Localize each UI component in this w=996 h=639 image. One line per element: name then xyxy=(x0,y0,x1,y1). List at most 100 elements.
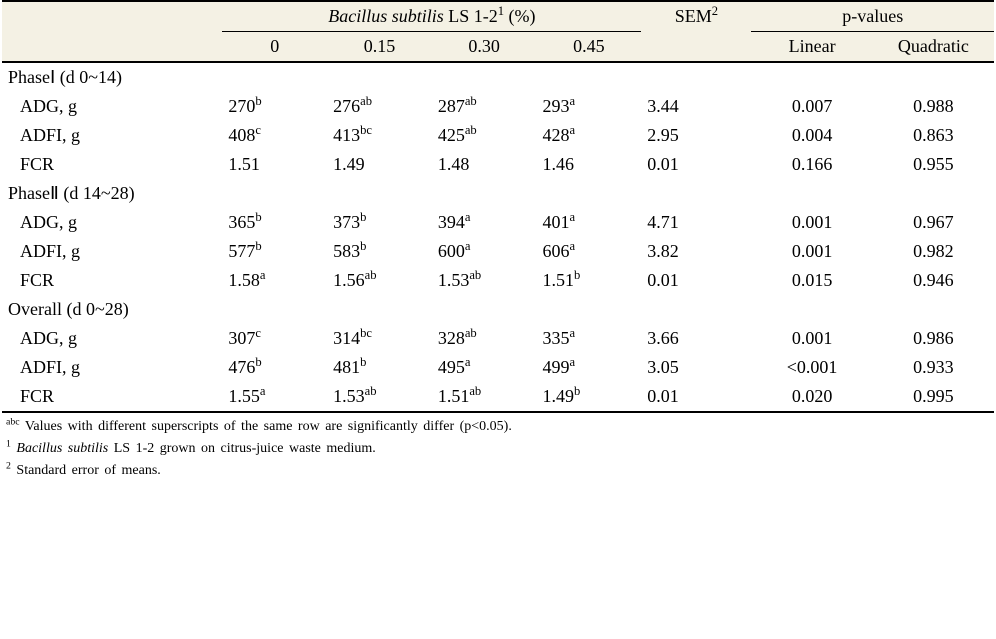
dose-015: 0.15 xyxy=(327,32,432,63)
row-stub: ADFI, g xyxy=(2,237,222,266)
cell-superscript: ab xyxy=(360,94,372,108)
cell-value: 401 xyxy=(543,212,570,232)
linear-cell: 0.001 xyxy=(751,237,872,266)
cell-superscript: a xyxy=(465,355,471,369)
row-stub: ADG, g xyxy=(2,92,222,121)
cell-value: 328 xyxy=(438,328,465,348)
row-stub: ADFI, g xyxy=(2,353,222,382)
value-cell: 577b xyxy=(222,237,327,266)
cell-superscript: b xyxy=(360,355,366,369)
p-group-label: p-values xyxy=(842,6,903,26)
cell-superscript: a xyxy=(570,355,576,369)
sem-cell: 3.66 xyxy=(641,324,751,353)
footnote-2: 2 Standard error of means. xyxy=(6,460,990,481)
footnote-abc-sup: abc xyxy=(6,416,20,427)
table-row: ADFI, g408c413bc425ab428a2.950.0040.863 xyxy=(2,121,994,150)
footnote-2-text: Standard error of means. xyxy=(11,463,161,478)
row-stub: FCR xyxy=(2,150,222,179)
linear-cell: 0.001 xyxy=(751,208,872,237)
value-cell: 606a xyxy=(537,237,642,266)
table-body: PhaseⅠ (d 0~14)ADG, g270b276ab287ab293a3… xyxy=(2,62,994,412)
table-row: ADFI, g577b583b600a606a3.820.0010.982 xyxy=(2,237,994,266)
cell-superscript: b xyxy=(255,210,261,224)
cell-superscript: bc xyxy=(360,123,372,137)
cell-value: 335 xyxy=(543,328,570,348)
cell-superscript: ab xyxy=(365,384,377,398)
cell-value: 476 xyxy=(228,357,255,377)
footnote-abc-text: Values with different superscripts of th… xyxy=(20,419,512,434)
sem-cell: 0.01 xyxy=(641,150,751,179)
value-cell: 425ab xyxy=(432,121,537,150)
header-stub-blank-2 xyxy=(2,32,222,63)
pcol-quadratic: Quadratic xyxy=(873,32,994,63)
value-cell: 1.51ab xyxy=(432,382,537,412)
cell-superscript: ab xyxy=(465,94,477,108)
value-cell: 1.51b xyxy=(537,266,642,295)
value-cell: 276ab xyxy=(327,92,432,121)
cell-superscript: b xyxy=(255,239,261,253)
row-stub: FCR xyxy=(2,382,222,412)
header-stub-blank xyxy=(2,1,222,32)
footnote-abc: abc Values with different superscripts o… xyxy=(6,416,990,437)
sem-cell: 4.71 xyxy=(641,208,751,237)
cell-superscript: b xyxy=(360,239,366,253)
cell-value: 276 xyxy=(333,96,360,116)
value-cell: 583b xyxy=(327,237,432,266)
value-cell: 293a xyxy=(537,92,642,121)
header-dose-group: Bacillus subtilis LS 1-21 (%) xyxy=(222,1,641,32)
value-cell: 365b xyxy=(222,208,327,237)
dose-group-rest: LS 1-2 xyxy=(444,6,498,26)
row-stub: FCR xyxy=(2,266,222,295)
value-cell: 307c xyxy=(222,324,327,353)
cell-value: 373 xyxy=(333,212,360,232)
cell-superscript: ab xyxy=(469,268,481,282)
cell-value: 307 xyxy=(228,328,255,348)
row-stub: ADFI, g xyxy=(2,121,222,150)
quadratic-cell: 0.986 xyxy=(873,324,994,353)
cell-superscript: a xyxy=(570,210,576,224)
table-row: FCR1.55a1.53ab1.51ab1.49b0.010.0200.995 xyxy=(2,382,994,412)
value-cell: 335a xyxy=(537,324,642,353)
cell-value: 1.53 xyxy=(438,270,470,290)
cell-value: 1.49 xyxy=(333,154,365,174)
sem-cell: 2.95 xyxy=(641,121,751,150)
sem-cell: 3.44 xyxy=(641,92,751,121)
value-cell: 476b xyxy=(222,353,327,382)
cell-value: 314 xyxy=(333,328,360,348)
cell-superscript: a xyxy=(260,384,266,398)
cell-superscript: ab xyxy=(465,123,477,137)
sem-cell: 0.01 xyxy=(641,382,751,412)
cell-value: 1.51 xyxy=(228,154,260,174)
footnote-1-rest: LS 1-2 grown on citrus-juice waste mediu… xyxy=(108,441,376,456)
table-row: FCR1.58a1.56ab1.53ab1.51b0.010.0150.946 xyxy=(2,266,994,295)
value-cell: 495a xyxy=(432,353,537,382)
value-cell: 394a xyxy=(432,208,537,237)
linear-cell: <0.001 xyxy=(751,353,872,382)
section-row: PhaseⅡ (d 14~28) xyxy=(2,179,994,208)
section-row: Overall (d 0~28) xyxy=(2,295,994,324)
value-cell: 270b xyxy=(222,92,327,121)
cell-superscript: a xyxy=(260,268,266,282)
cell-superscript: a xyxy=(465,239,471,253)
value-cell: 1.53ab xyxy=(327,382,432,412)
value-cell: 1.49 xyxy=(327,150,432,179)
cell-value: 394 xyxy=(438,212,465,232)
cell-superscript: a xyxy=(570,326,576,340)
cell-superscript: a xyxy=(465,210,471,224)
cell-value: 1.48 xyxy=(438,154,470,174)
section-label: PhaseⅠ (d 0~14) xyxy=(2,62,994,92)
table-row: ADG, g365b373b394a401a4.710.0010.967 xyxy=(2,208,994,237)
value-cell: 408c xyxy=(222,121,327,150)
cell-superscript: a xyxy=(570,239,576,253)
value-cell: 1.46 xyxy=(537,150,642,179)
table-row: FCR1.511.491.481.460.010.1660.955 xyxy=(2,150,994,179)
section-row: PhaseⅠ (d 0~14) xyxy=(2,62,994,92)
dose-030: 0.30 xyxy=(432,32,537,63)
linear-cell: 0.007 xyxy=(751,92,872,121)
sem-cell: 3.05 xyxy=(641,353,751,382)
value-cell: 401a xyxy=(537,208,642,237)
cell-value: 1.56 xyxy=(333,270,365,290)
dose-group-ital: Bacillus subtilis xyxy=(328,6,444,26)
dose-group-suffix: (%) xyxy=(504,6,535,26)
linear-cell: 0.004 xyxy=(751,121,872,150)
